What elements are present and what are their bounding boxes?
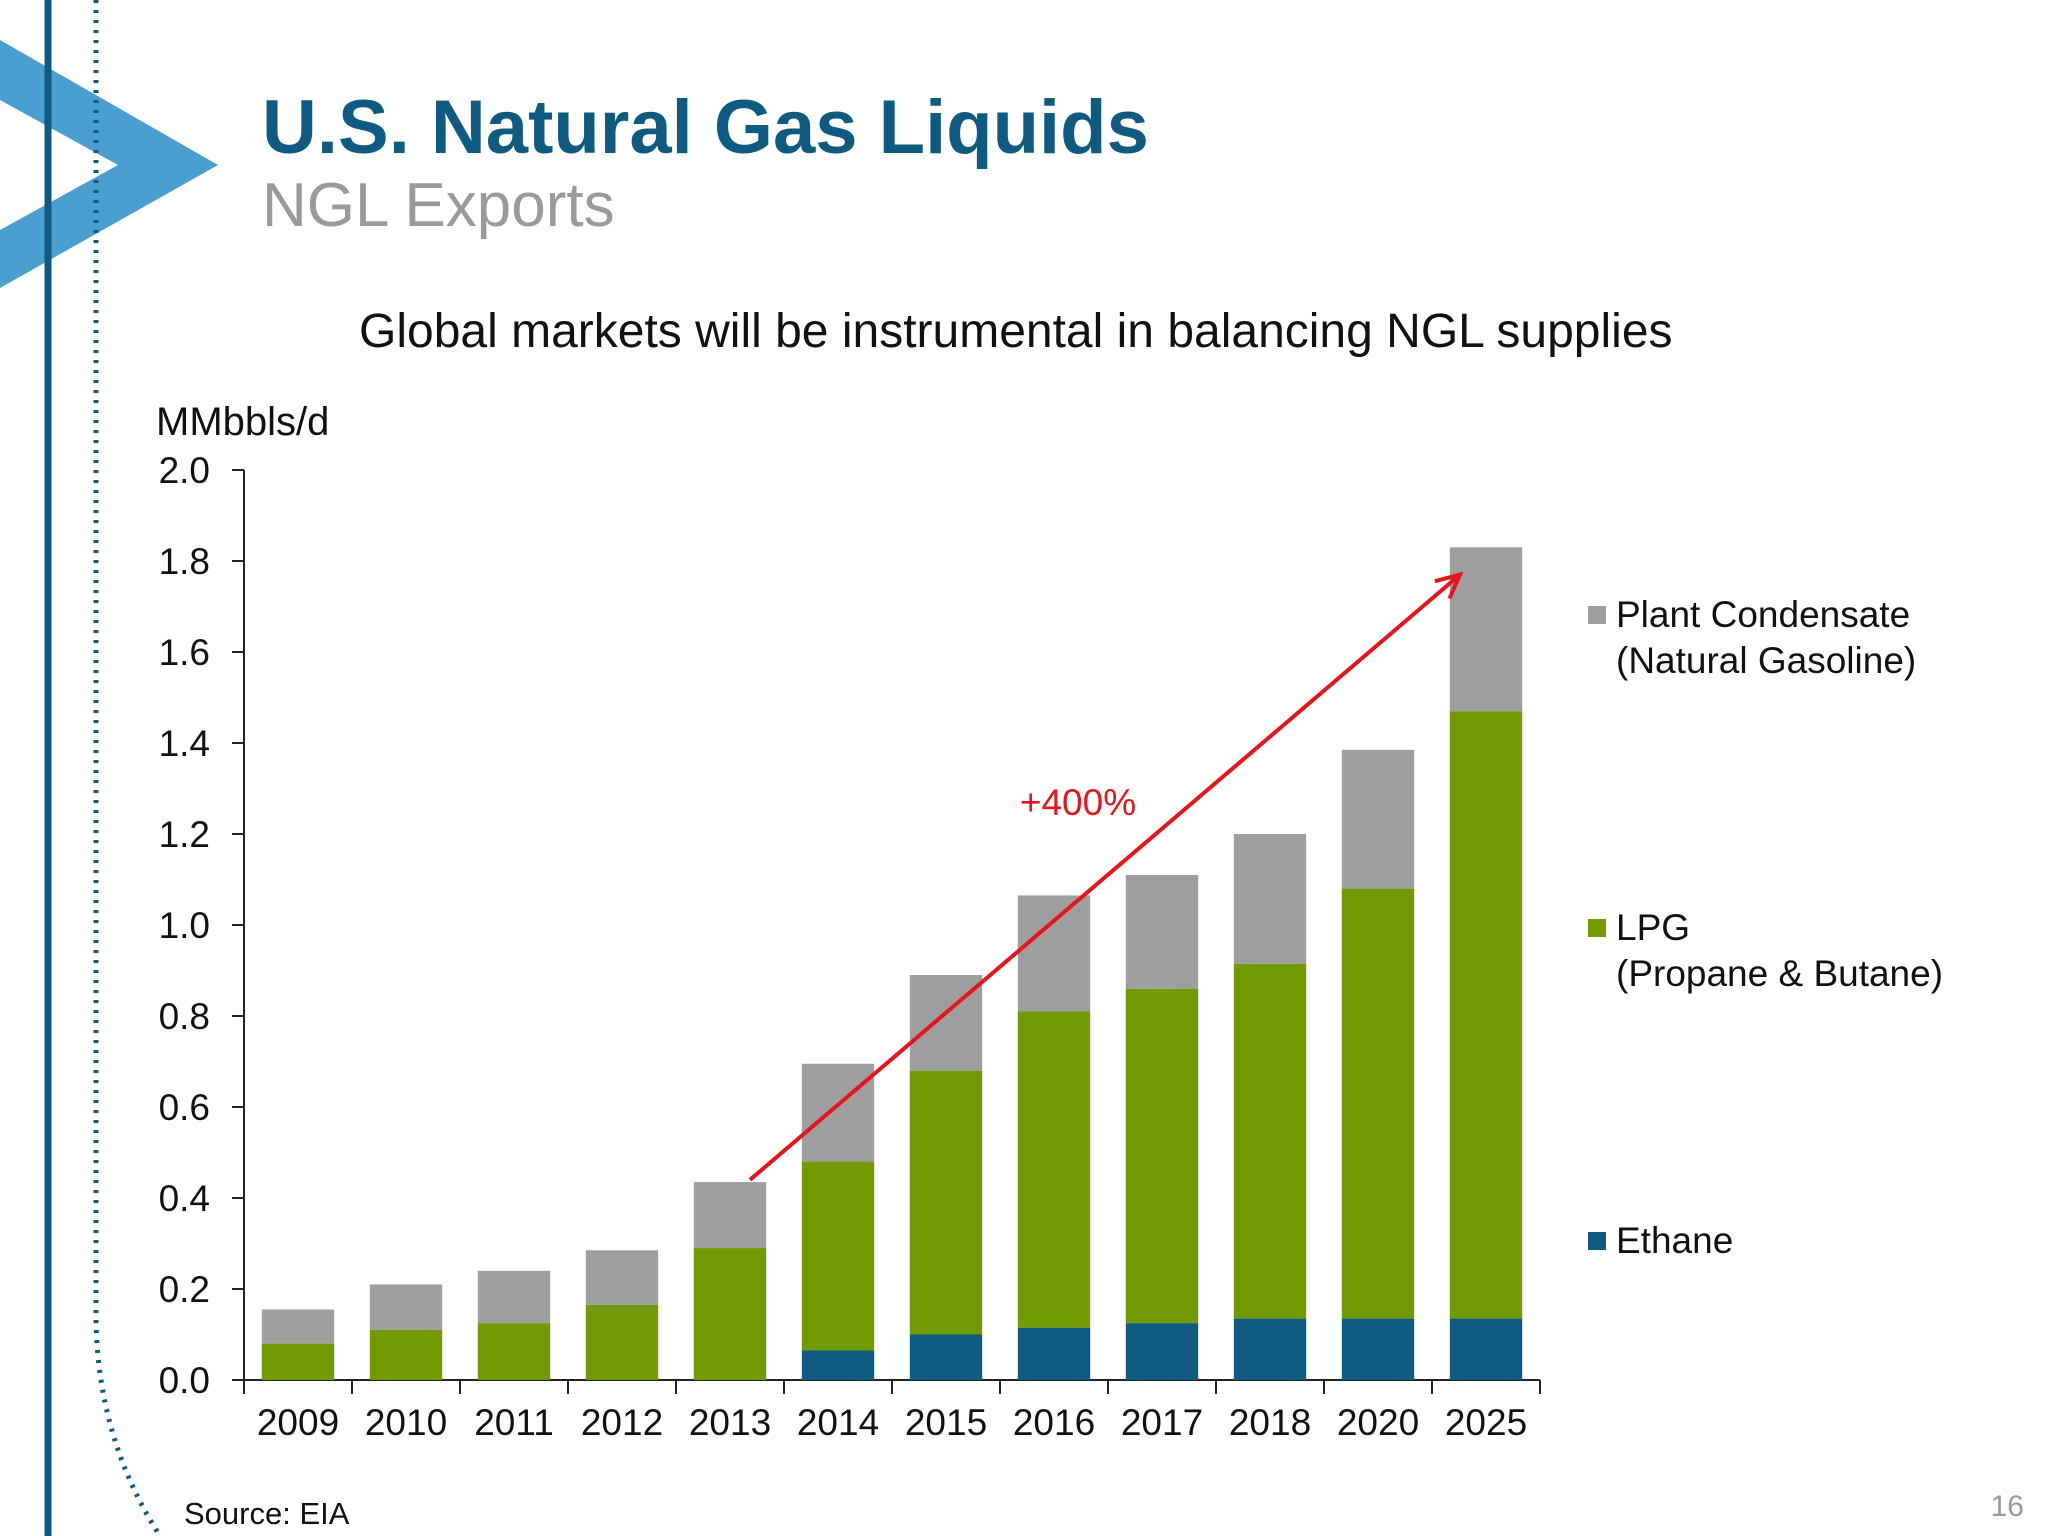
bar-condensate-2020: [1341, 749, 1415, 889]
legend-swatch-ethane: [1588, 1232, 1606, 1250]
y-tick-label: 0.4: [159, 1178, 210, 1219]
bar-condensate-2014: [801, 1063, 875, 1162]
bar-condensate-2016: [1017, 895, 1091, 1012]
bar-lpg-2020: [1341, 888, 1415, 1319]
growth-arrow-line: [748, 573, 1462, 1182]
legend-label-lpg-line-2: (Propane & Butane): [1616, 953, 1944, 994]
legend-label-condensate: Plant Condensate (Natural Gasoline): [1616, 592, 1916, 684]
y-tick-label: 0.8: [159, 996, 210, 1037]
x-tick-label-2014: 2014: [797, 1402, 879, 1443]
bar-lpg-2009: [261, 1343, 335, 1380]
page-number: 16: [1990, 1490, 2024, 1523]
y-tick-label: 2.0: [159, 450, 210, 491]
brand-chevron: [0, 40, 218, 288]
x-tick-label-2025: 2025: [1445, 1402, 1527, 1443]
growth-annotation-label: +400%: [1020, 782, 1136, 823]
x-tick-label-2016: 2016: [1013, 1402, 1095, 1443]
x-tick-label-2012: 2012: [581, 1402, 663, 1443]
source-note: Source: EIA: [184, 1496, 350, 1531]
bar-condensate-2025: [1449, 547, 1523, 712]
bar-ethane-2014: [801, 1350, 875, 1380]
bar-condensate-2012: [585, 1250, 659, 1305]
bar-condensate-2018: [1233, 834, 1307, 964]
x-tick-label-2013: 2013: [689, 1402, 771, 1443]
growth-arrow-head: [1434, 571, 1464, 600]
legend-swatch-condensate: [1588, 606, 1606, 624]
bar-ethane-2016: [1017, 1327, 1091, 1380]
legend-label-condensate-line-1: Plant Condensate: [1616, 594, 1911, 635]
legend-label-lpg-line-1: LPG: [1616, 907, 1691, 948]
bar-lpg-2013: [693, 1248, 767, 1380]
bar-lpg-2014: [801, 1161, 875, 1351]
y-tick-label: 1.0: [159, 905, 210, 946]
x-tick-label-2020: 2020: [1337, 1402, 1419, 1443]
x-tick-label-2017: 2017: [1121, 1402, 1203, 1443]
bar-condensate-2009: [261, 1309, 335, 1344]
legend-label-condensate-line-2: (Natural Gasoline): [1616, 640, 1917, 681]
x-tick-label-2009: 2009: [257, 1402, 339, 1443]
x-tick-label-2011: 2011: [474, 1402, 554, 1443]
bar-condensate-2017: [1125, 874, 1199, 989]
y-tick-label: 1.4: [159, 723, 210, 764]
y-tick-label: 0.2: [159, 1269, 210, 1310]
y-tick-label: 1.2: [159, 814, 210, 855]
bar-lpg-2015: [909, 1070, 983, 1335]
y-tick-label: 1.6: [159, 632, 210, 673]
legend-swatch-lpg: [1588, 919, 1606, 937]
bar-condensate-2013: [693, 1182, 767, 1249]
bar-condensate-2010: [369, 1284, 443, 1330]
bar-condensate-2011: [477, 1270, 551, 1324]
bar-lpg-2010: [369, 1329, 443, 1380]
y-tick-label: 1.8: [159, 541, 210, 582]
bar-ethane-2018: [1233, 1318, 1307, 1380]
bar-lpg-2018: [1233, 963, 1307, 1319]
y-tick-label: 0.0: [159, 1360, 210, 1401]
y-tick-label: 0.6: [159, 1087, 210, 1128]
bar-lpg-2011: [477, 1323, 551, 1380]
bar-ethane-2025: [1449, 1318, 1523, 1380]
legend-label-ethane: Ethane: [1616, 1220, 1734, 1261]
bar-lpg-2016: [1017, 1011, 1091, 1328]
legend-label-lpg: LPG (Propane & Butane): [1616, 905, 1943, 997]
bar-lpg-2025: [1449, 711, 1523, 1319]
slide-subtitle: NGL Exports: [262, 171, 615, 240]
bar-ethane-2020: [1341, 1318, 1415, 1380]
brand-decoration: [0, 0, 218, 1536]
bar-lpg-2017: [1125, 988, 1199, 1324]
slide-title: U.S. Natural Gas Liquids: [262, 85, 1149, 170]
bar-ethane-2015: [909, 1334, 983, 1380]
bar-lpg-2012: [585, 1304, 659, 1380]
x-tick-label-2010: 2010: [365, 1402, 447, 1443]
x-tick-label-2015: 2015: [905, 1402, 987, 1443]
bar-ethane-2017: [1125, 1323, 1199, 1380]
y-axis-unit-label: MMbbls/d: [156, 400, 330, 444]
x-tick-label-2018: 2018: [1229, 1402, 1311, 1443]
chart-headline: Global markets will be instrumental in b…: [359, 305, 1673, 358]
